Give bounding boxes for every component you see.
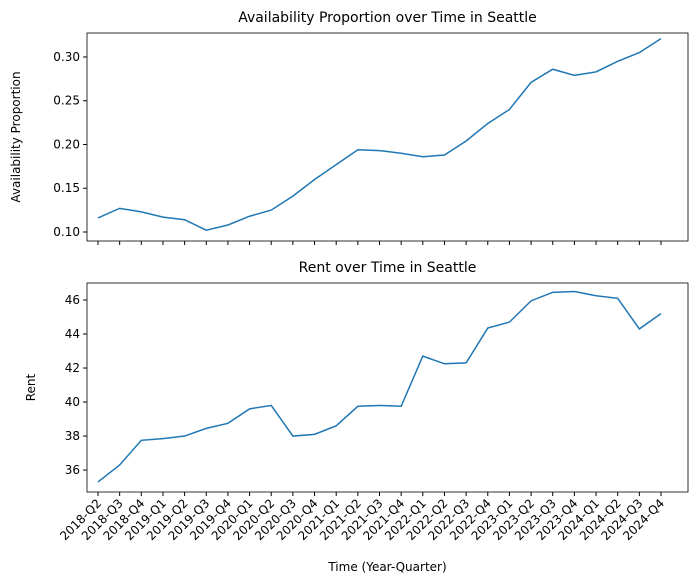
y-axis-label: Availability Proportion <box>9 71 23 202</box>
y-tick-label: 46 <box>65 293 80 307</box>
y-tick-label: 0.30 <box>53 50 80 64</box>
y-tick-label: 36 <box>65 463 80 477</box>
axes-frame <box>86 32 689 242</box>
y-tick-label: 38 <box>65 429 80 443</box>
y-tick-label: 0.10 <box>53 225 80 239</box>
y-tick-label: 0.25 <box>53 94 80 108</box>
y-tick-label: 40 <box>65 395 80 409</box>
line <box>97 290 662 483</box>
chart-title: Rent over Time in Seattle <box>299 260 477 276</box>
y-tick-label: 0.15 <box>53 181 80 195</box>
x-axis-label: Time (Year-Quarter) <box>327 560 446 574</box>
line <box>97 37 662 232</box>
y-tick-label: 0.20 <box>53 137 80 151</box>
y-tick-label: 42 <box>65 361 80 375</box>
y-axis-label: Rent <box>24 373 38 401</box>
chart-title: Availability Proportion over Time in Sea… <box>238 10 537 26</box>
axes-frame <box>86 282 689 493</box>
y-tick-label: 44 <box>65 327 80 341</box>
